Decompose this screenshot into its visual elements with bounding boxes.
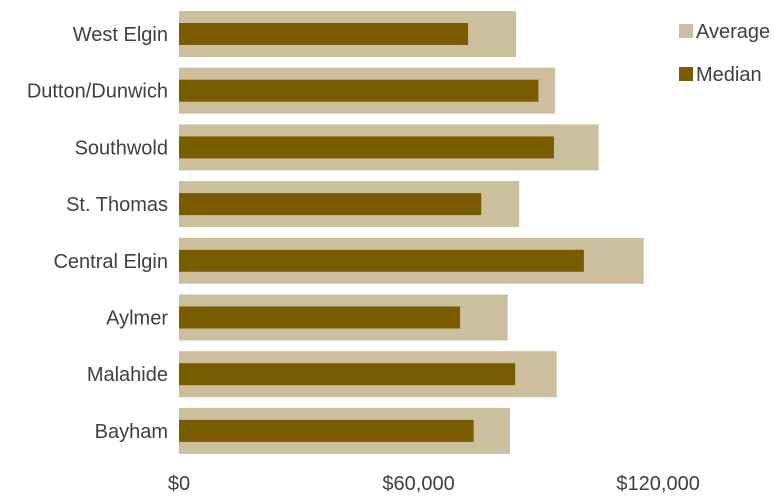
- legend-swatch-average: [679, 24, 693, 38]
- legend-label-median: Median: [696, 64, 762, 86]
- bar-median-west-elgin: [179, 23, 469, 45]
- category-label-central-elgin: Central Elgin: [53, 251, 168, 273]
- bar-median-aylmer: [179, 306, 461, 329]
- bar-median-bayham: [179, 419, 474, 442]
- legend: Average Median: [679, 21, 770, 86]
- x-tick-label: $60,000: [382, 473, 454, 495]
- x-tick-label: $120,000: [616, 473, 699, 495]
- bar-median-central-elgin: [179, 249, 584, 272]
- category-label-malahide: Malahide: [87, 364, 168, 386]
- bar-median-st-thomas: [179, 193, 482, 216]
- category-label-st-thomas: St. Thomas: [66, 194, 168, 216]
- bars-group: [179, 11, 644, 454]
- category-labels: West Elgin Dutton/Dunwich Southwold St. Tho…: [27, 24, 169, 443]
- category-label-aylmer: Aylmer: [106, 308, 168, 330]
- category-label-bayham: Bayham: [95, 421, 168, 443]
- category-label-southwold: Southwold: [75, 137, 168, 159]
- x-axis-tick-labels: $0 $60,000 $120,000: [168, 473, 700, 495]
- category-label-dutton-dunwich: Dutton/Dunwich: [27, 81, 168, 103]
- bar-median-southwold: [179, 136, 554, 159]
- x-tick-label: $0: [168, 473, 190, 495]
- bar-median-dutton-dunwich: [179, 79, 539, 102]
- category-label-west-elgin: West Elgin: [73, 24, 168, 46]
- bar-median-malahide: [179, 363, 516, 386]
- legend-swatch-median: [679, 67, 693, 81]
- legend-label-average: Average: [696, 21, 770, 43]
